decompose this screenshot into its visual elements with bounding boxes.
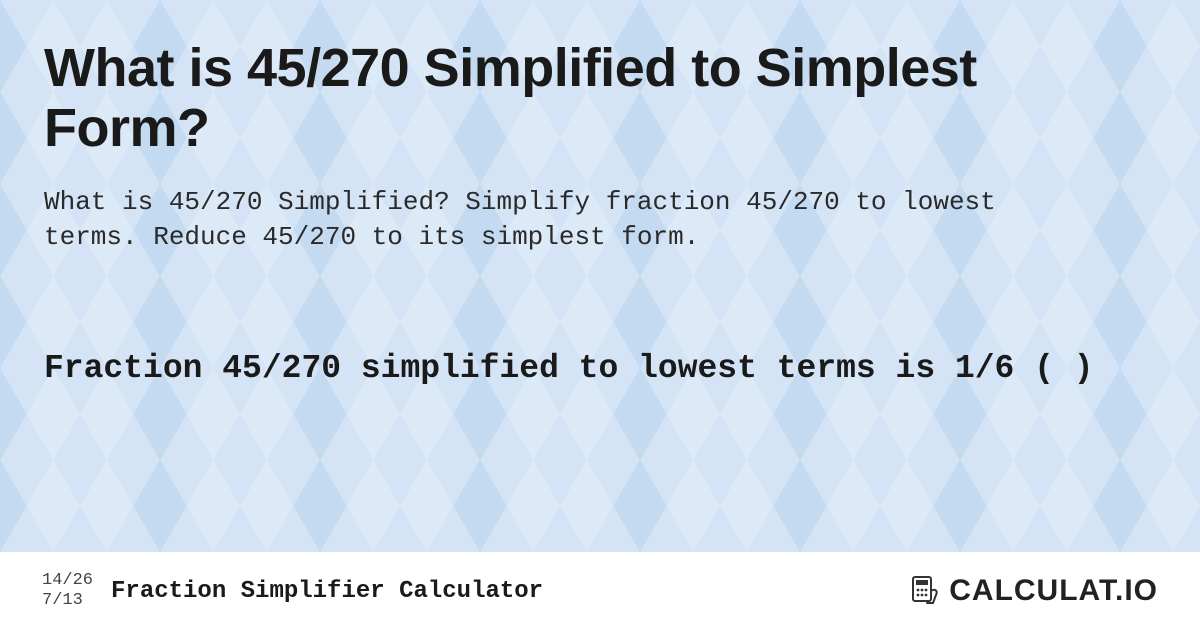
- answer-text: Fraction 45/270 simplified to lowest ter…: [44, 347, 1144, 392]
- logo-fraction-bottom: 7/13: [42, 591, 93, 611]
- main-content: What is 45/270 Simplified to Simplest Fo…: [0, 0, 1200, 392]
- description-text: What is 45/270 Simplified? Simplify frac…: [44, 185, 1104, 255]
- page-title: What is 45/270 Simplified to Simplest Fo…: [44, 38, 1156, 159]
- footer-title: Fraction Simplifier Calculator: [111, 578, 543, 605]
- footer-bar: 14/26 7/13 Fraction Simplifier Calculato…: [0, 552, 1200, 630]
- fraction-logo-icon: 14/26 7/13: [42, 571, 93, 610]
- brand-name: CALCULAT.IO: [949, 574, 1158, 608]
- calculator-hand-icon: [907, 573, 943, 609]
- footer-left: 14/26 7/13 Fraction Simplifier Calculato…: [42, 571, 543, 610]
- footer-right: CALCULAT.IO: [907, 573, 1158, 609]
- logo-fraction-top: 14/26: [42, 571, 93, 591]
